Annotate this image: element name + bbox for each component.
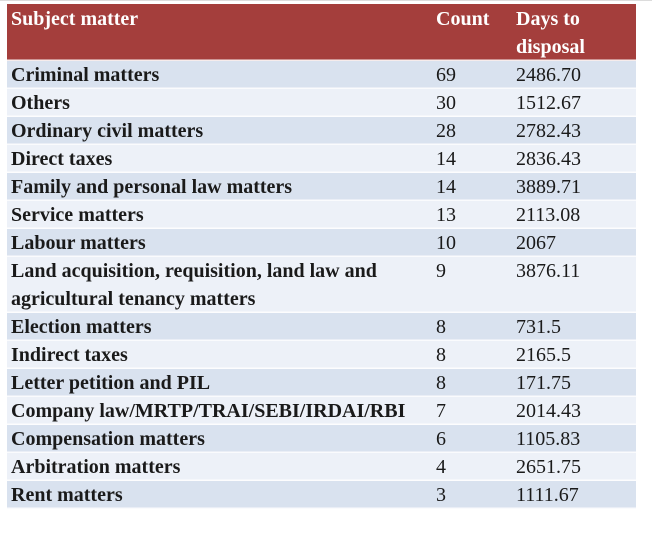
cell-count: 14: [436, 176, 456, 198]
cell-subject-matter: Criminal matters: [11, 64, 160, 86]
cell-days-to-disposal: 1512.67: [516, 92, 581, 114]
cell-subject-matter: Service matters: [11, 204, 144, 226]
table-row: Company law/MRTP/TRAI/SEBI/IRDAI/RBI 7 201…: [7, 397, 636, 425]
table-row: Arbitration matters 4 2651.75: [7, 453, 636, 481]
table-row: Indirect taxes 8 2165.5: [7, 341, 636, 369]
cell-count: 10: [436, 232, 456, 254]
table-header-row: Subject matter Count Days to disposal: [7, 4, 636, 61]
column-header-count: Count: [436, 8, 490, 30]
cell-days-to-disposal: 3889.71: [516, 176, 581, 198]
cell-days-to-disposal: 1111.67: [516, 484, 579, 506]
table-row: Labour matters 10 2067: [7, 229, 636, 257]
table-row: Family and personal law matters 14 3889.71: [7, 173, 636, 201]
cell-days-to-disposal: 2486.70: [516, 64, 581, 86]
table-body: Criminal matters 69 2486.70 Others 30 1512.67…: [7, 61, 636, 509]
table-row: Rent matters 3 1111.67: [7, 481, 636, 509]
table-row: Direct taxes 14 2836.43: [7, 145, 636, 173]
cell-subject-matter: Letter petition and PIL: [11, 372, 211, 394]
cell-count: 4: [436, 456, 446, 478]
page-top-divider: [0, 0, 652, 1]
cell-days-to-disposal: 2782.43: [516, 120, 581, 142]
cell-count: 69: [436, 64, 456, 86]
table-row: Letter petition and PIL 8 171.75: [7, 369, 636, 397]
cell-count: 8: [436, 316, 446, 338]
cell-subject-matter: Land acquisition, requisition, land law …: [11, 260, 377, 310]
cell-count: 13: [436, 204, 456, 226]
cell-subject-matter: Indirect taxes: [11, 344, 128, 366]
table-row: Compensation matters 6 1105.83: [7, 425, 636, 453]
cell-count: 6: [436, 428, 446, 450]
table-row: Others 30 1512.67: [7, 89, 636, 117]
cell-count: 8: [436, 344, 446, 366]
cell-subject-matter: Ordinary civil matters: [11, 120, 204, 142]
cell-count: 8: [436, 372, 446, 394]
table-row: Service matters 13 2113.08: [7, 201, 636, 229]
cell-count: 30: [436, 92, 456, 114]
cell-subject-matter: Company law/MRTP/TRAI/SEBI/IRDAI/RBI: [11, 400, 406, 422]
cell-days-to-disposal: 2836.43: [516, 148, 581, 170]
cell-days-to-disposal: 2014.43: [516, 400, 581, 422]
cell-count: 7: [436, 400, 446, 422]
cell-subject-matter: Arbitration matters: [11, 456, 181, 478]
table-row: Ordinary civil matters 28 2782.43: [7, 117, 636, 145]
cell-days-to-disposal: 2067: [516, 232, 556, 254]
column-header-days-to-disposal: Days to disposal: [516, 8, 585, 58]
cell-subject-matter: Compensation matters: [11, 428, 205, 450]
cell-subject-matter: Rent matters: [11, 484, 123, 506]
cell-days-to-disposal: 1105.83: [516, 428, 581, 450]
column-header-subject-matter: Subject matter: [11, 8, 139, 30]
cell-days-to-disposal: 731.5: [516, 316, 561, 338]
cell-days-to-disposal: 2113.08: [516, 204, 581, 226]
cell-days-to-disposal: 3876.11: [516, 260, 581, 282]
cell-count: 3: [436, 484, 446, 506]
subject-matter-table: Subject matter Count Days to disposal Cr…: [7, 4, 636, 509]
table-row: Election matters 8 731.5: [7, 313, 636, 341]
cell-subject-matter: Labour matters: [11, 232, 146, 254]
cell-subject-matter: Family and personal law matters: [11, 176, 293, 198]
cell-days-to-disposal: 2165.5: [516, 344, 571, 366]
cell-days-to-disposal: 171.75: [516, 372, 571, 394]
cell-count: 14: [436, 148, 456, 170]
cell-count: 28: [436, 120, 456, 142]
cell-subject-matter: Election matters: [11, 316, 152, 338]
cell-subject-matter: Others: [11, 92, 70, 114]
table-row: Criminal matters 69 2486.70: [7, 61, 636, 89]
cell-subject-matter: Direct taxes: [11, 148, 113, 170]
cell-days-to-disposal: 2651.75: [516, 456, 581, 478]
table-row: Land acquisition, requisition, land law …: [7, 257, 636, 313]
cell-count: 9: [436, 260, 446, 282]
